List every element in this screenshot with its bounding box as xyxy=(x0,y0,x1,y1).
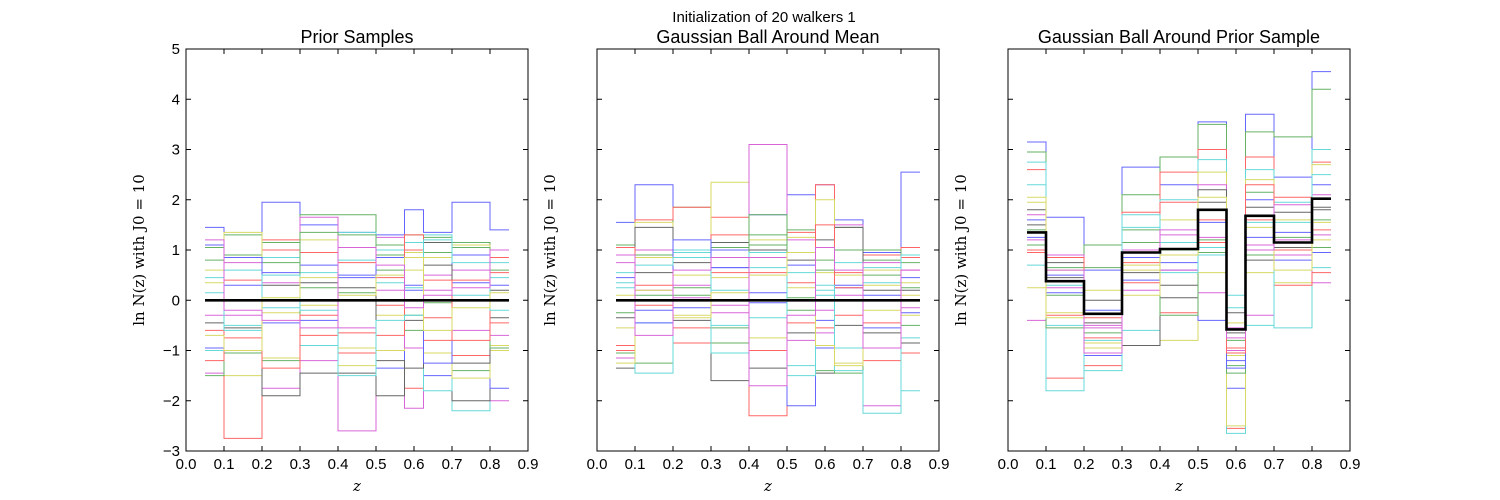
x-tick-label: 0.4 xyxy=(1150,456,1171,473)
figure-suptitle: Initialization of 20 walkers 1 xyxy=(672,9,855,26)
x-tick-label: 0.8 xyxy=(480,456,501,473)
x-tick-label: 0.2 xyxy=(1074,456,1095,473)
x-tick-label: 0.1 xyxy=(625,456,646,473)
y-axis-label: ln N(z) with J0 = 10 xyxy=(952,174,970,326)
x-tick-label: 0.4 xyxy=(328,456,349,473)
plot-frame xyxy=(185,48,529,452)
walker-series-group xyxy=(205,201,509,439)
x-tick-label: 0.1 xyxy=(214,456,235,473)
walker-series-14 xyxy=(616,226,920,369)
x-tick-label: 0.2 xyxy=(663,456,684,473)
x-axis-label: z xyxy=(763,477,772,495)
panel-title: Gaussian Ball Around Prior Sample xyxy=(1038,27,1320,47)
y-axis-label: ln N(z) with J0 = 10 xyxy=(541,174,559,326)
x-tick-label: 0.3 xyxy=(290,456,311,473)
walker-series-10 xyxy=(1027,219,1331,349)
walker-series-11 xyxy=(616,249,920,374)
x-tick-label: 0.2 xyxy=(252,456,273,473)
x-tick-label: 0.0 xyxy=(176,456,197,473)
walker-series-4 xyxy=(1027,149,1331,434)
panel-title: Prior Samples xyxy=(300,27,413,47)
x-tick-label: 0.0 xyxy=(587,456,608,473)
y-tick-label: 1 xyxy=(172,242,180,259)
y-tick-label: −2 xyxy=(163,393,180,410)
x-tick-label: 0.9 xyxy=(929,456,950,473)
x-tick-label: 0.6 xyxy=(1226,456,1247,473)
panel-2: Gaussian Ball Around Mean 0.0 0.1 0.2 0.3 0.4… xyxy=(541,27,949,495)
y-tick-label: 5 xyxy=(172,41,180,58)
walker-series-12 xyxy=(205,231,509,379)
walker-series-19 xyxy=(616,252,920,367)
walker-series-3 xyxy=(1027,149,1331,429)
walker-series-11 xyxy=(1027,221,1331,372)
x-tick-label: 0.6 xyxy=(404,456,425,473)
walker-series-20 xyxy=(205,239,509,329)
walker-series-16 xyxy=(616,214,920,354)
walker-series-6 xyxy=(205,236,509,432)
y-tick-label: 2 xyxy=(172,192,180,209)
y-tick-label: −1 xyxy=(163,343,180,360)
walker-series-9 xyxy=(616,244,920,374)
x-tick-label: 0.5 xyxy=(1188,456,1209,473)
panel-1: Prior Samples 0.0 0.1 0.2 0.3 0.4 0.5 0.6 0.7 0.8… xyxy=(130,27,538,495)
walker-series-10 xyxy=(205,234,509,354)
walker-series-8 xyxy=(205,244,509,389)
x-tick-label: 0.4 xyxy=(739,456,760,473)
x-tick-label: 0.8 xyxy=(891,456,912,473)
panels: Prior Samples 0.0 0.1 0.2 0.3 0.4 0.5 0.6 0.7 0.8… xyxy=(130,27,1360,495)
walker-series-2 xyxy=(616,206,920,372)
walker-series-15 xyxy=(616,239,920,321)
x-tick-label: 0.5 xyxy=(777,456,798,473)
y-tick-label: 4 xyxy=(172,91,180,108)
x-tick-label: 0.3 xyxy=(1112,456,1133,473)
y-tick-label: −3 xyxy=(163,443,180,460)
x-tick-label: 0.8 xyxy=(1302,456,1323,473)
y-tick-label: 0 xyxy=(172,292,180,309)
walker-series-14 xyxy=(1027,201,1331,346)
walker-series-20 xyxy=(1027,204,1331,354)
x-axis-label: z xyxy=(352,477,361,495)
walker-series-18 xyxy=(616,252,920,414)
walker-series-12 xyxy=(616,257,920,339)
x-tick-label: 0.7 xyxy=(853,456,874,473)
y-tick-label: 3 xyxy=(172,142,180,159)
walker-series-17 xyxy=(616,224,920,354)
x-tick-label: 0.3 xyxy=(701,456,722,473)
walker-series-10 xyxy=(616,234,920,362)
panel-3: Gaussian Ball Around Prior Sample 0.0 0.1 0… xyxy=(952,27,1360,495)
walker-series-7 xyxy=(205,242,509,402)
walker-series-18 xyxy=(1027,161,1331,341)
x-tick-label: 0.1 xyxy=(1036,456,1057,473)
x-tick-label: 0.9 xyxy=(518,456,539,473)
x-tick-label: 0.0 xyxy=(998,456,1019,473)
walker-series-20 xyxy=(616,247,920,387)
mean-series xyxy=(1027,197,1331,331)
walker-series-7 xyxy=(1027,189,1331,334)
walker-series-13 xyxy=(1027,254,1331,329)
walker-series-group xyxy=(1027,71,1331,434)
x-tick-label: 0.7 xyxy=(1264,456,1285,473)
walker-series-4 xyxy=(616,252,920,392)
walker-series-19 xyxy=(205,257,509,351)
walker-series-16 xyxy=(205,231,509,362)
panel-title: Gaussian Ball Around Mean xyxy=(656,27,879,47)
x-tick-label: 0.9 xyxy=(1340,456,1361,473)
x-tick-label: 0.6 xyxy=(815,456,836,473)
x-axis-label: z xyxy=(1174,477,1183,495)
walker-series-4 xyxy=(205,231,509,412)
x-tick-label: 0.7 xyxy=(442,456,463,473)
y-axis-label: ln N(z) with J0 = 10 xyxy=(130,174,148,326)
walker-series-8 xyxy=(616,267,920,407)
walker-series-group xyxy=(616,144,920,417)
walker-series-2 xyxy=(1027,88,1331,367)
x-tick-label: 0.5 xyxy=(366,456,387,473)
walker-series-2 xyxy=(205,214,509,258)
